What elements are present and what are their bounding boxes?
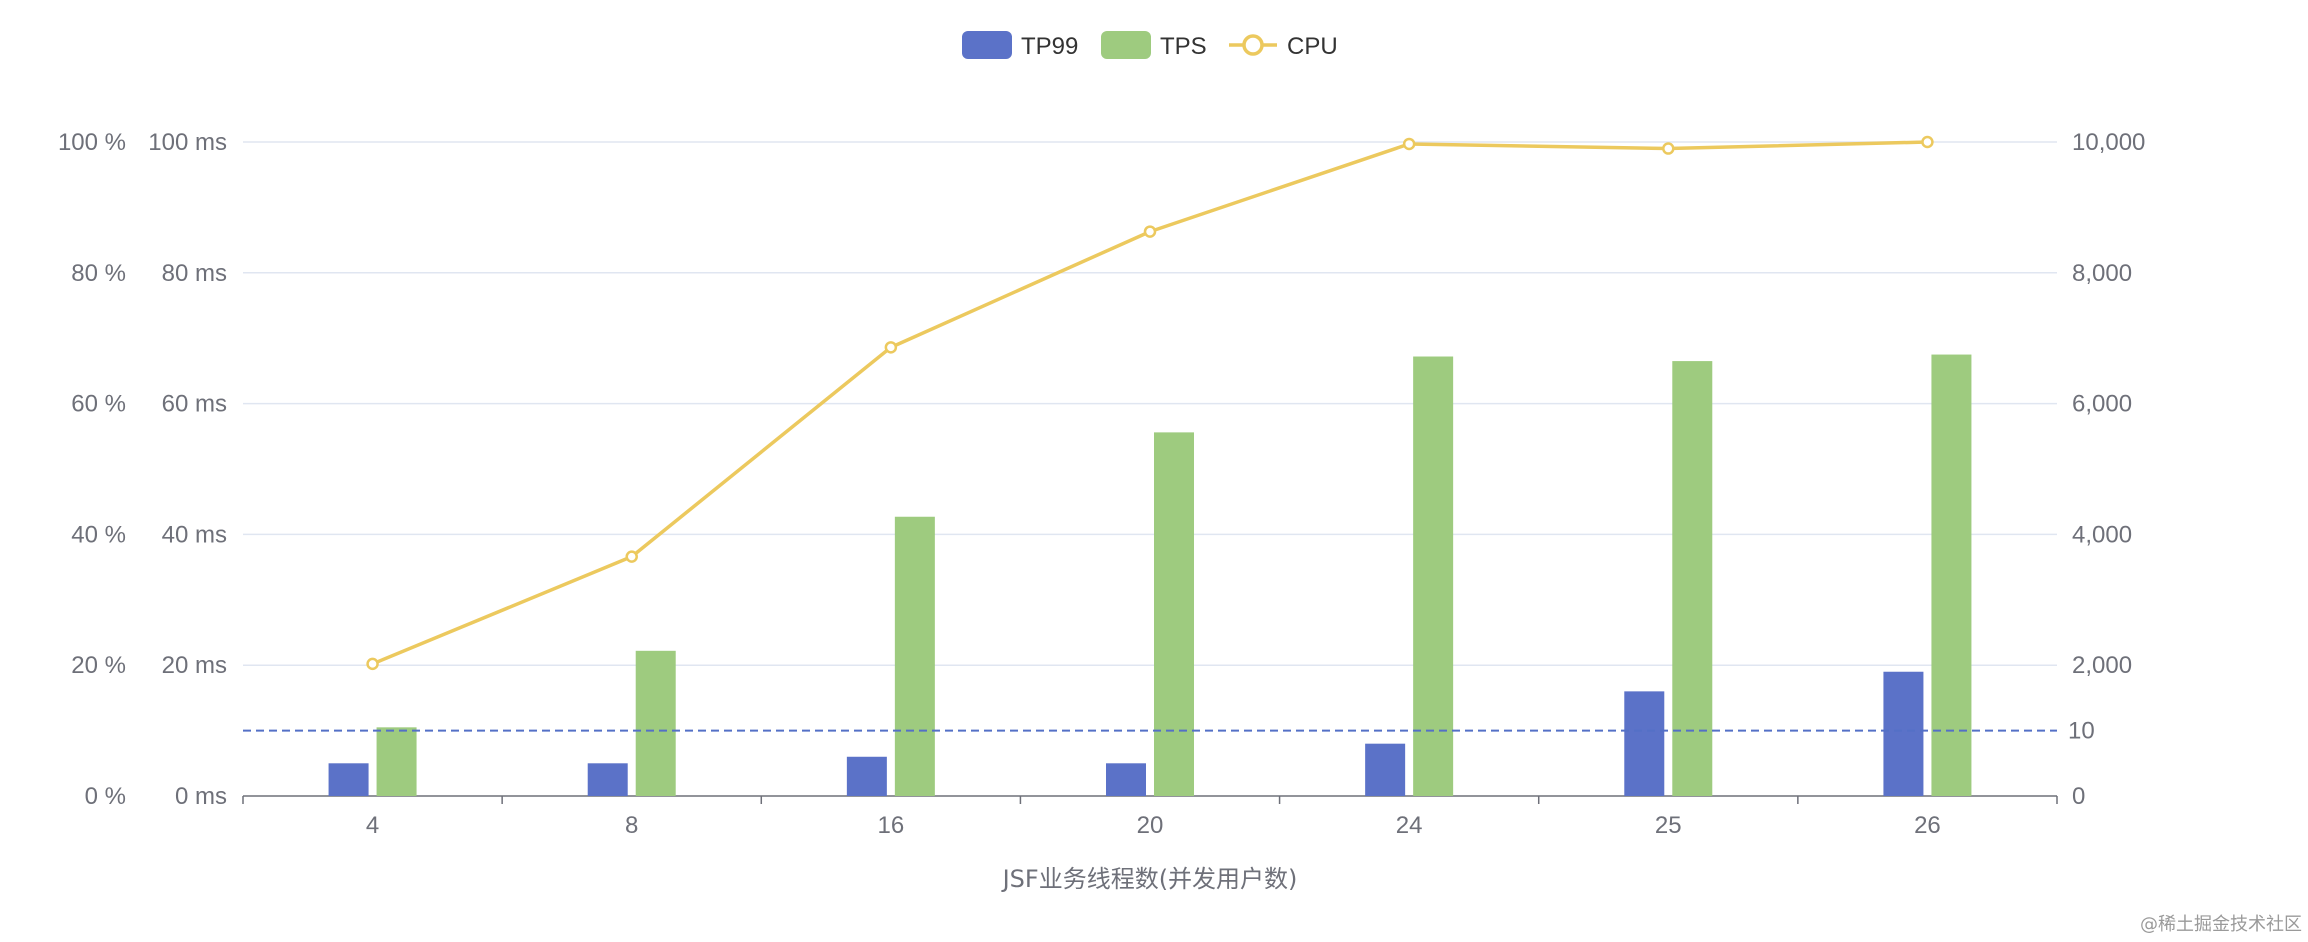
bar-tp99 [328,763,369,796]
bar-tp99 [1365,743,1406,796]
y-tick-label-ms: 100 ms [148,129,227,156]
y-tick-label-tps: 8,000 [2072,260,2132,287]
x-tick-label: 16 [878,812,905,839]
y-tick-label-tps: 2,000 [2072,652,2132,679]
y-tick-label-percent: 0 % [85,783,126,810]
cpu-point [1143,225,1157,238]
mark-line-label: 10 [2068,718,2095,745]
x-tick-label: 24 [1396,812,1423,839]
cpu-point [1921,135,1934,149]
cpu-point [884,341,898,354]
bar-tp99 [1106,763,1146,796]
cpu-point [1402,137,1416,151]
bar-tp99 [587,763,628,796]
y-tick-label-percent: 80 % [71,260,126,287]
bar-tps [1931,354,1972,796]
x-tick-label: 25 [1655,812,1682,839]
bar-tps [1154,432,1194,796]
y-tick-label-ms: 40 ms [162,521,227,548]
y-tick-label-tps: 0 [2072,783,2085,810]
y-tick-label-tps: 6,000 [2072,391,2132,418]
x-axis-title: JSF业务线程数(并发用户数) [1001,865,1298,893]
y-tick-label-ms: 20 ms [162,652,227,679]
y-tick-label-percent: 40 % [71,521,126,548]
cpu-point [1662,142,1675,155]
x-tick-label: 26 [1914,812,1941,839]
bar-tps [635,650,676,796]
bar-tps [1672,361,1713,796]
legend-label-tps: TPS [1160,33,1207,60]
x-tick-label: 8 [625,812,638,839]
bar-tp99 [1624,691,1665,796]
y-tick-label-tps: 4,000 [2072,521,2132,548]
legend-swatch-tp99 [962,31,1012,59]
y-tick-label-percent: 60 % [71,391,126,418]
cpu-point [366,657,379,671]
cpu-point [625,550,638,563]
bar-tp99 [846,756,887,796]
y-tick-label-percent: 20 % [71,652,126,679]
bar-tp99 [1883,671,1924,796]
bar-tps [894,516,935,796]
legend-label-tp99: TP99 [1021,33,1078,60]
x-tick-label: 20 [1137,812,1164,839]
y-tick-label-ms: 60 ms [162,391,227,418]
y-tick-label-percent: 100 % [58,129,126,156]
y-tick-label-ms: 80 ms [162,260,227,287]
y-tick-label-tps: 10,000 [2072,129,2145,156]
legend-swatch-tps [1101,31,1151,59]
legend-label-cpu: CPU [1287,33,1338,60]
y-tick-label-ms: 0 ms [175,783,227,810]
bar-tps [1413,356,1454,796]
legend-swatch-cpu-marker [1242,34,1264,56]
x-tick-label: 4 [366,812,379,839]
bar-tps [376,727,417,796]
watermark-text: @稀土掘金技术社区 [2140,914,2302,935]
